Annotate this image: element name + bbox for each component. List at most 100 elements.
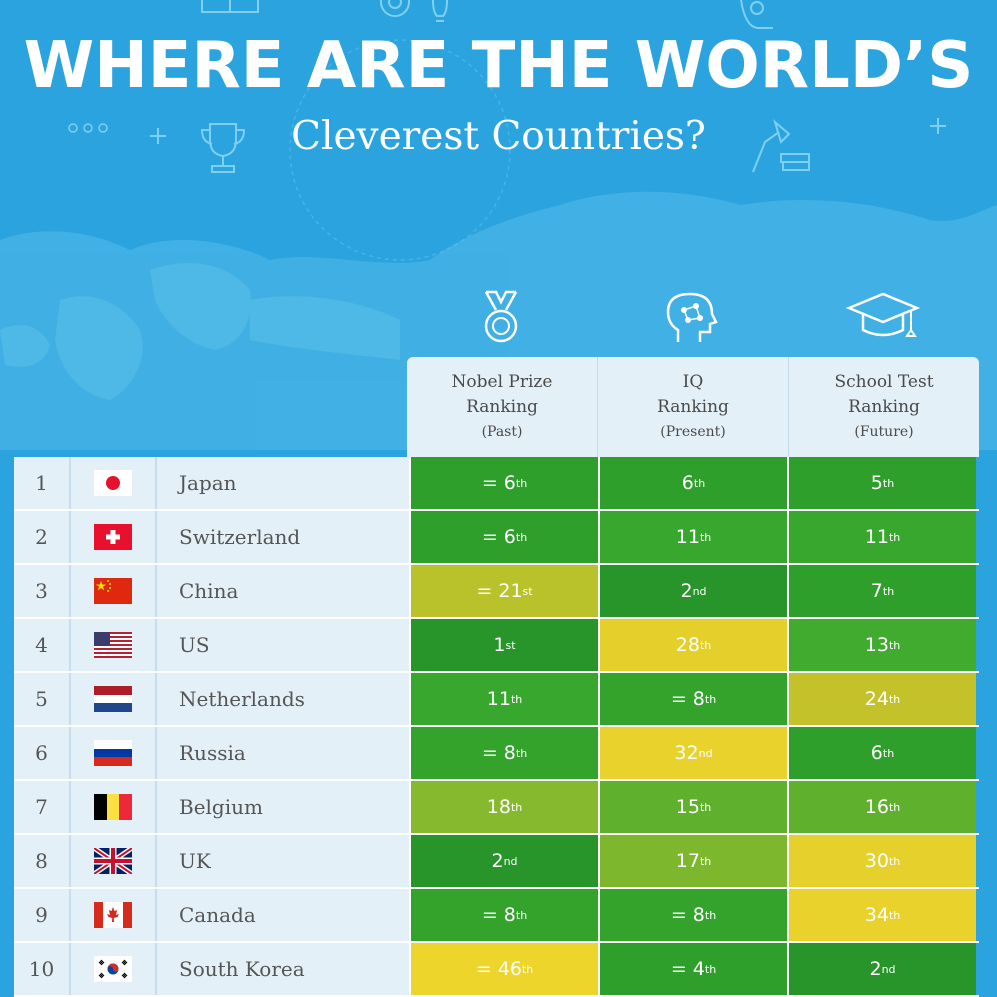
ordinal-suffix: nd	[881, 962, 896, 976]
ranking-value: = 21	[476, 580, 523, 602]
ordinal-suffix: th	[888, 908, 901, 922]
ranking-value: 2	[491, 850, 504, 872]
ranking-value: 6	[870, 742, 883, 764]
ranking-value: 34	[864, 904, 889, 926]
country-name: UK	[157, 835, 409, 887]
ranking-value: = 8	[670, 904, 705, 926]
column-sublabel: (Past)	[481, 424, 523, 440]
ordinal-suffix: th	[510, 692, 523, 706]
ranking-value: 2	[869, 958, 882, 980]
ranking-value: 30	[864, 850, 889, 872]
ranking-value: 6	[681, 472, 694, 494]
ranking-value: 7	[870, 580, 883, 602]
ranking-value: = 8	[670, 688, 705, 710]
ordinal-suffix: st	[505, 638, 516, 652]
netherlands-flag	[94, 686, 132, 712]
ordinal-suffix: nd	[503, 854, 518, 868]
desk-lamp-books-icon	[752, 119, 810, 173]
ranking-value: = 4	[670, 958, 705, 980]
flag-cell	[71, 781, 157, 833]
ordinal-suffix: th	[882, 746, 895, 760]
ordinal-suffix: th	[888, 692, 901, 706]
belgium-flag	[94, 794, 132, 820]
ordinal-suffix: th	[699, 638, 712, 652]
column-label: Ranking	[657, 397, 729, 417]
ranking-value: 11	[675, 526, 700, 548]
rank-number: 5	[14, 673, 71, 725]
ordinal-suffix: th	[699, 854, 712, 868]
south-korea-flag	[94, 956, 132, 982]
ranking-value: = 46	[475, 958, 522, 980]
ordinal-suffix: th	[888, 530, 901, 544]
ordinal-suffix: th	[510, 800, 523, 814]
ordinal-suffix: th	[699, 530, 712, 544]
plus-icon	[930, 118, 946, 134]
country-name: US	[157, 619, 409, 671]
column-header-school-test: School Test Ranking (Future)	[789, 357, 979, 457]
us-flag	[94, 632, 132, 658]
canada-flag	[94, 902, 132, 928]
ranking-value: 15	[675, 796, 700, 818]
country-name: Belgium	[157, 781, 409, 833]
ordinal-suffix: th	[693, 476, 706, 490]
china-flag	[94, 578, 132, 604]
ranking-value: 11	[486, 688, 511, 710]
column-header-iq: IQ Ranking (Present)	[598, 357, 789, 457]
ranking-value: 13	[864, 634, 889, 656]
column-sublabel: (Present)	[660, 424, 726, 440]
rank-number: 8	[14, 835, 71, 887]
ordinal-suffix: th	[704, 962, 717, 976]
flag-cell	[71, 943, 157, 995]
rank-number: 4	[14, 619, 71, 671]
flag-cell	[71, 727, 157, 779]
ordinal-suffix: th	[704, 908, 717, 922]
ranking-value: 2	[680, 580, 693, 602]
flag-cell	[71, 457, 157, 509]
head-gear-icon	[740, 0, 773, 29]
column-label: School Test	[834, 372, 934, 392]
page-title: WHERE ARE THE WORLD’S	[23, 29, 974, 103]
column-header-nobel: Nobel Prize Ranking (Past)	[407, 357, 598, 457]
country-name: Switzerland	[157, 511, 409, 563]
graduation-cap-icon	[845, 292, 921, 337]
column-sublabel: (Future)	[854, 424, 914, 440]
flag-cell	[71, 889, 157, 941]
ranking-value: 11	[864, 526, 889, 548]
ordinal-suffix: th	[704, 692, 717, 706]
dots-icon	[68, 123, 108, 133]
flag-cell	[71, 835, 157, 887]
rank-number: 1	[14, 457, 71, 509]
ranking-value: 28	[675, 634, 700, 656]
column-label: Ranking	[466, 397, 538, 417]
country-name: Canada	[157, 889, 409, 941]
russia-flag	[94, 740, 132, 766]
ordinal-suffix: th	[515, 746, 528, 760]
ranking-value: 1	[493, 634, 506, 656]
medal-icon	[484, 290, 518, 343]
